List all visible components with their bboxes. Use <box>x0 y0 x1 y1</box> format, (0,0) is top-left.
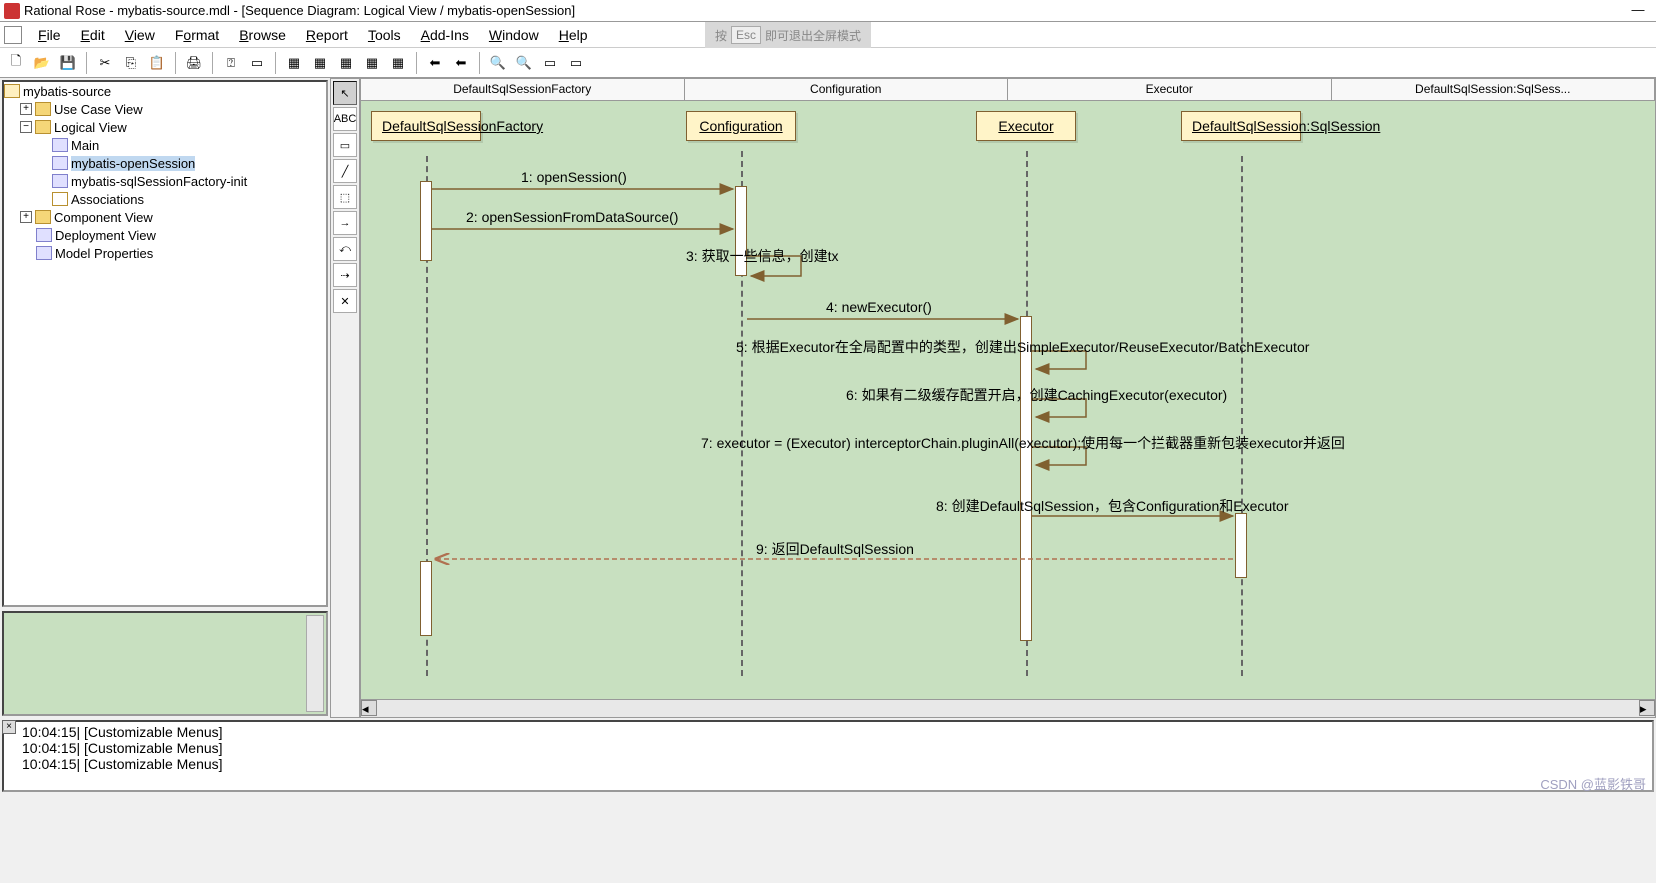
log-panel: × 10:04:15| [Customizable Menus] 10:04:1… <box>2 720 1654 792</box>
tree-main[interactable]: Main <box>4 136 326 154</box>
menu-browse[interactable]: Browse <box>229 24 296 46</box>
diag5-button[interactable]: ▦ <box>386 51 410 75</box>
diag3-button[interactable]: ▦ <box>334 51 358 75</box>
mdi-icon[interactable] <box>4 26 22 44</box>
menu-addins[interactable]: Add-Ins <box>411 24 479 46</box>
print-button[interactable]: 🖨 <box>182 51 206 75</box>
fwd-button[interactable]: ⬅ <box>449 51 473 75</box>
msg-1[interactable]: 1: openSession() <box>521 169 627 185</box>
menu-report[interactable]: Report <box>296 24 358 46</box>
esc-key: Esc <box>731 26 761 44</box>
tree-associations[interactable]: Associations <box>4 190 326 208</box>
object-tabs: DefaultSqlSessionFactory Configuration E… <box>361 79 1655 101</box>
tool-return[interactable]: ⤺ <box>333 237 357 261</box>
tab-config[interactable]: Configuration <box>685 79 1009 100</box>
menu-view[interactable]: View <box>115 24 165 46</box>
fit-button[interactable]: ▭ <box>538 51 562 75</box>
lifeline-factory-box[interactable]: DefaultSqlSessionFactory <box>371 111 481 141</box>
tool-selection[interactable]: ↖ <box>333 81 357 105</box>
toolbar: 🗋 📂 💾 ✂ ⎘ 📋 🖨 ⍰ ▭ ▦ ▦ ▦ ▦ ▦ ⬅ ⬅ 🔍 🔍 ▭ ▭ <box>0 48 1656 78</box>
zoomin-button[interactable]: 🔍 <box>486 51 510 75</box>
tree-opensession[interactable]: mybatis-openSession <box>4 154 326 172</box>
watermark: CSDN @蓝影铁哥 <box>1540 774 1646 793</box>
msg-5[interactable]: 5: 根据Executor在全局配置中的类型，创建出SimpleExecutor… <box>736 337 1309 357</box>
tree-root[interactable]: mybatis-source <box>4 82 326 100</box>
zoomout-button[interactable]: 🔍 <box>512 51 536 75</box>
minimize-button[interactable]: — <box>1624 2 1652 20</box>
tree-factory-init[interactable]: mybatis-sqlSessionFactory-init <box>4 172 326 190</box>
browser-tree[interactable]: mybatis-source +Use Case View −Logical V… <box>2 80 328 607</box>
lifeline-session <box>1241 156 1243 676</box>
scroll-right-button[interactable]: ▸ <box>1639 700 1655 716</box>
tree-usecase[interactable]: +Use Case View <box>4 100 326 118</box>
menu-window[interactable]: Window <box>479 24 549 46</box>
lifeline-session-box[interactable]: DefaultSqlSession:SqlSession <box>1181 111 1301 141</box>
log-line-1: 10:04:15| [Customizable Menus] <box>6 724 1650 740</box>
tool-async[interactable]: ⇢ <box>333 263 357 287</box>
titlebar: Rational Rose - mybatis-source.mdl - [Se… <box>0 0 1656 22</box>
tool-text[interactable]: ABC <box>333 107 357 131</box>
paste-button[interactable]: 📋 <box>145 51 169 75</box>
diag4-button[interactable]: ▦ <box>360 51 384 75</box>
msg-9[interactable]: 9: 返回DefaultSqlSession <box>756 539 914 559</box>
view-button[interactable]: ▭ <box>245 51 269 75</box>
msg-8[interactable]: 8: 创建DefaultSqlSession，包含Configuration和E… <box>936 496 1289 516</box>
tab-executor[interactable]: Executor <box>1008 79 1332 100</box>
app-icon <box>4 3 20 19</box>
msg-7[interactable]: 7: executor = (Executor) interceptorChai… <box>701 433 1345 453</box>
tab-factory[interactable]: DefaultSqlSessionFactory <box>361 79 685 100</box>
window-title: Rational Rose - mybatis-source.mdl - [Se… <box>24 3 1624 18</box>
cut-button[interactable]: ✂ <box>93 51 117 75</box>
tab-session[interactable]: DefaultSqlSession:SqlSess... <box>1332 79 1656 100</box>
msg-4[interactable]: 4: newExecutor() <box>826 299 932 315</box>
esc-pre: 按 <box>715 27 727 44</box>
lifeline-config-box[interactable]: Configuration <box>686 111 796 141</box>
main-area: mybatis-source +Use Case View −Logical V… <box>0 78 1656 718</box>
tree-logical[interactable]: −Logical View <box>4 118 326 136</box>
documentation-panel[interactable] <box>2 611 328 716</box>
log-line-2: 10:04:15| [Customizable Menus] <box>6 740 1650 756</box>
log-close-button[interactable]: × <box>2 720 16 734</box>
zoom-button[interactable]: ▭ <box>564 51 588 75</box>
tree-modelprops[interactable]: Model Properties <box>4 244 326 262</box>
menu-tools[interactable]: Tools <box>358 24 411 46</box>
menu-file[interactable]: File <box>28 24 71 46</box>
toolbox: ↖ ABC ▭ ╱ ⬚ → ⤺ ⇢ ✕ <box>330 78 360 718</box>
menu-format[interactable]: Format <box>165 24 229 46</box>
new-button[interactable]: 🗋 <box>4 51 28 75</box>
tool-message[interactable]: → <box>333 211 357 235</box>
tree-component[interactable]: +Component View <box>4 208 326 226</box>
tool-note[interactable]: ▭ <box>333 133 357 157</box>
menu-edit[interactable]: Edit <box>71 24 115 46</box>
msg-2[interactable]: 2: openSessionFromDataSource() <box>466 209 678 225</box>
activation-factory-1[interactable] <box>420 181 432 261</box>
menu-help[interactable]: Help <box>549 24 598 46</box>
left-panel: mybatis-source +Use Case View −Logical V… <box>0 78 330 718</box>
tool-anchor[interactable]: ╱ <box>333 159 357 183</box>
msg-3[interactable]: 3: 获取一些信息，创建tx <box>686 246 838 266</box>
esc-hint: 按 Esc 即可退出全屏模式 <box>705 22 871 48</box>
activation-executor-1[interactable] <box>1020 316 1032 641</box>
log-line-3: 10:04:15| [Customizable Menus] <box>6 756 1650 772</box>
help-cursor-button[interactable]: ⍰ <box>219 51 243 75</box>
diag1-button[interactable]: ▦ <box>282 51 306 75</box>
activation-session-1[interactable] <box>1235 513 1247 578</box>
msg-6[interactable]: 6: 如果有二级缓存配置开启，创建CachingExecutor(executo… <box>846 385 1227 405</box>
copy-button[interactable]: ⎘ <box>119 51 143 75</box>
activation-factory-2[interactable] <box>420 561 432 636</box>
save-button[interactable]: 💾 <box>56 51 80 75</box>
sequence-canvas[interactable]: DefaultSqlSessionFactory Configuration E… <box>361 101 1655 699</box>
back-button[interactable]: ⬅ <box>423 51 447 75</box>
tool-destroy[interactable]: ✕ <box>333 289 357 313</box>
esc-post: 即可退出全屏模式 <box>765 27 861 44</box>
open-button[interactable]: 📂 <box>30 51 54 75</box>
scroll-left-button[interactable]: ◂ <box>361 700 377 716</box>
tree-deployment[interactable]: Deployment View <box>4 226 326 244</box>
canvas-area: DefaultSqlSessionFactory Configuration E… <box>360 78 1656 718</box>
horizontal-scrollbar[interactable]: ◂ ▸ <box>361 699 1655 717</box>
lifeline-executor-box[interactable]: Executor <box>976 111 1076 141</box>
tool-object[interactable]: ⬚ <box>333 185 357 209</box>
diag2-button[interactable]: ▦ <box>308 51 332 75</box>
